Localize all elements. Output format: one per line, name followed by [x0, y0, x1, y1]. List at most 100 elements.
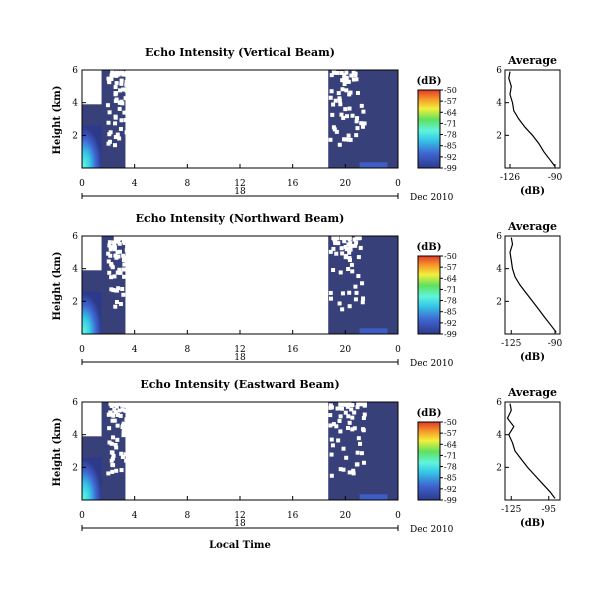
- missing-cell: [113, 98, 118, 103]
- missing-cell: [337, 98, 342, 103]
- missing-cell: [108, 410, 113, 415]
- missing-cell: [329, 473, 334, 478]
- colorbar-tick-label: -92: [444, 153, 457, 162]
- missing-cell: [114, 288, 119, 293]
- average-frame: [504, 69, 561, 169]
- missing-cell: [117, 249, 122, 254]
- average-frame: [504, 401, 561, 501]
- missing-cell: [113, 410, 118, 415]
- near-surface-echo: [359, 494, 388, 500]
- x-tick-label: 4: [132, 345, 138, 355]
- missing-cell: [111, 73, 116, 78]
- missing-cell: [332, 127, 337, 132]
- colorbar-tick-label: -92: [444, 485, 457, 494]
- missing-cell: [121, 433, 126, 438]
- missing-cell: [328, 405, 333, 410]
- missing-cell: [115, 71, 120, 76]
- missing-cell: [113, 402, 118, 407]
- missing-cell: [109, 262, 114, 267]
- missing-cell: [110, 71, 115, 76]
- avg-y-tick-label: 6: [496, 232, 502, 242]
- missing-cell: [113, 85, 118, 90]
- avg-x-label: (dB): [520, 186, 545, 197]
- missing-cell: [353, 71, 358, 76]
- missing-cell: [109, 275, 114, 280]
- missing-cell: [117, 267, 122, 272]
- avg-x-tick-label: -125: [501, 339, 521, 349]
- missing-cell: [346, 414, 351, 419]
- missing-cell: [111, 463, 116, 468]
- missing-cell: [118, 413, 123, 418]
- missing-cell: [109, 73, 114, 78]
- missing-cell: [114, 468, 119, 473]
- x-tick-label: 0: [79, 511, 85, 521]
- x-tick-label: 12: [234, 345, 245, 355]
- missing-cell: [355, 462, 360, 467]
- avg-y-tick-label: 4: [496, 265, 502, 275]
- missing-cell: [109, 458, 114, 463]
- missing-cell: [119, 402, 124, 407]
- missing-cell: [356, 274, 361, 279]
- panel-eastward: Echo Intensity (Eastward Beam) Height (k…: [52, 378, 561, 551]
- x-tick-label: 16: [287, 345, 299, 355]
- missing-cell: [329, 452, 334, 457]
- missing-cell: [360, 281, 365, 286]
- missing-cell: [124, 259, 129, 264]
- missing-cell: [113, 304, 118, 309]
- missing-cell: [328, 249, 333, 254]
- missing-cell: [347, 470, 352, 475]
- missing-cell: [117, 106, 122, 111]
- avg-x-label: (dB): [520, 518, 545, 529]
- average-line: [508, 71, 556, 167]
- colorbar-tick-label: -50: [444, 252, 457, 261]
- missing-cell: [124, 79, 129, 84]
- missing-cell: [358, 402, 363, 407]
- missing-cell: [118, 270, 123, 275]
- missing-cell: [343, 245, 348, 250]
- avg-x-tick-label: -90: [548, 173, 563, 183]
- strong-echo-region: [82, 457, 102, 500]
- missing-cell: [337, 96, 342, 101]
- missing-cell: [362, 412, 367, 417]
- missing-cell: [361, 109, 366, 114]
- x-tick-label: 0: [79, 345, 85, 355]
- missing-cell: [354, 290, 359, 295]
- colorbar-unit: (dB): [417, 76, 442, 87]
- missing-cell: [328, 290, 333, 295]
- missing-cell: [337, 142, 342, 147]
- missing-cell: [347, 236, 352, 241]
- missing-cell: [124, 402, 129, 407]
- colorbar-tick-label: -57: [444, 97, 457, 106]
- missing-cell: [122, 110, 127, 115]
- missing-cell: [347, 304, 352, 309]
- colorbar-unit: (dB): [417, 242, 442, 253]
- x-tick-label: 20: [340, 511, 352, 521]
- missing-cell: [120, 407, 125, 412]
- missing-cell: [336, 91, 341, 96]
- missing-cell: [106, 471, 111, 476]
- colorbar-tick-label: -64: [444, 440, 457, 449]
- missing-cell: [343, 402, 348, 407]
- missing-cell: [360, 300, 365, 305]
- missing-cell: [331, 268, 336, 273]
- missing-cell: [331, 102, 336, 107]
- missing-cell: [349, 73, 354, 78]
- avg-x-tick-label: -95: [542, 505, 557, 515]
- missing-cell: [350, 113, 355, 118]
- missing-cell: [341, 446, 346, 451]
- y-tick-label: 6: [72, 232, 78, 242]
- colorbar-tick-label: -78: [444, 297, 457, 306]
- missing-cell: [340, 78, 345, 83]
- colorbar-tick-label: -99: [444, 496, 457, 505]
- missing-cell: [335, 406, 340, 411]
- missing-cell: [359, 121, 364, 126]
- avg-y-tick-label: 4: [496, 431, 502, 441]
- missing-cell: [347, 92, 352, 97]
- missing-cell: [348, 137, 353, 142]
- x-tick-label: 16: [287, 511, 299, 521]
- day-marker-label: 18: [234, 187, 246, 197]
- strong-echo-region: [82, 125, 102, 168]
- missing-cell: [355, 126, 360, 131]
- missing-cell: [112, 245, 117, 250]
- colorbar-tick-label: -64: [444, 108, 457, 117]
